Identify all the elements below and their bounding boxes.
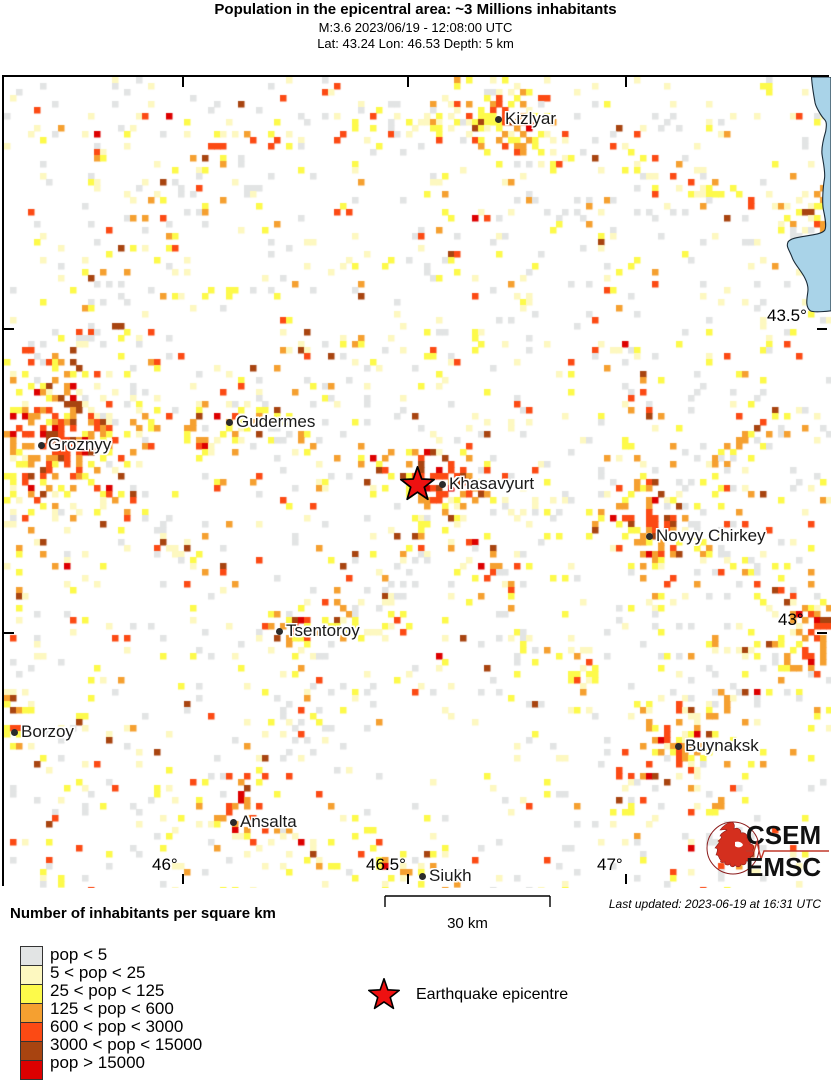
svg-text:EMSC: EMSC	[746, 852, 821, 882]
